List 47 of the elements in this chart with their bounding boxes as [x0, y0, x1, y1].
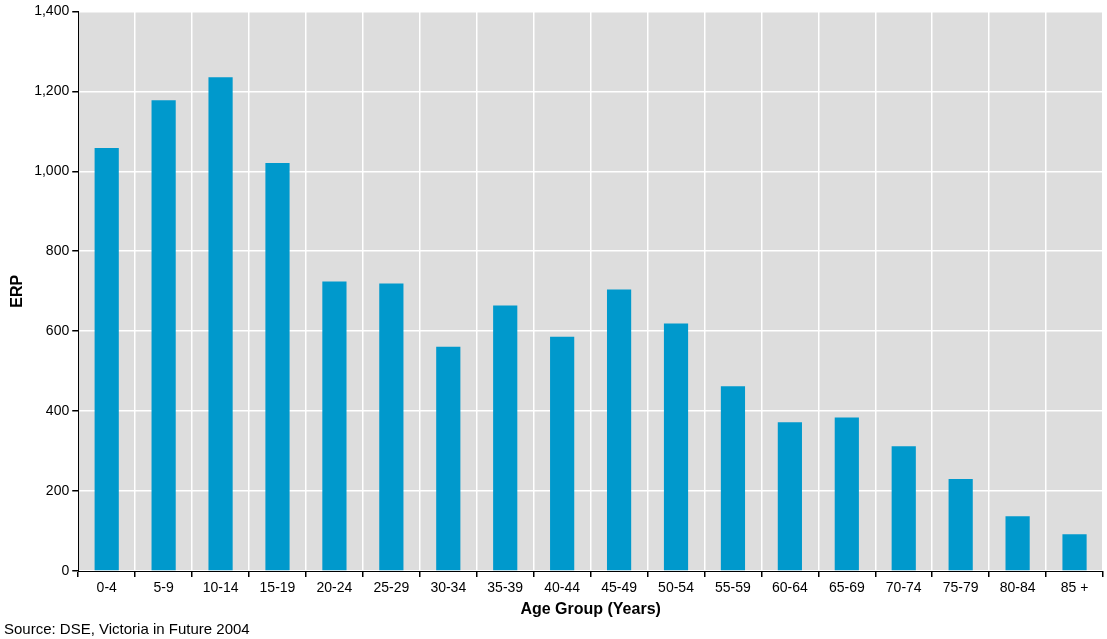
bar	[1005, 516, 1030, 571]
bar	[777, 422, 802, 571]
bar	[720, 386, 746, 571]
x-tick-label: 10-14	[202, 579, 239, 596]
x-tick-label: 80-84	[999, 579, 1036, 596]
bar	[493, 305, 518, 571]
bar	[663, 323, 689, 571]
x-tick-label: 5-9	[153, 579, 174, 596]
bar	[948, 479, 973, 571]
y-tick-label: 200	[45, 481, 70, 498]
y-tick-label: 400	[45, 401, 70, 418]
source-note: Source: DSE, Victoria in Future 2004	[4, 619, 250, 637]
bar	[265, 162, 290, 571]
y-tick-label: 600	[45, 322, 70, 339]
bar	[550, 336, 575, 571]
y-tick-label: 1,400	[34, 2, 70, 19]
x-axis-title: Age Group (Years)	[520, 599, 661, 617]
x-tick-label: 35-39	[487, 579, 524, 596]
bar	[891, 446, 916, 571]
bar	[834, 417, 859, 571]
bar	[379, 283, 404, 571]
y-tick-label: 800	[45, 242, 70, 259]
x-tick-label: 85 +	[1060, 579, 1089, 596]
y-axis-title: ERP	[8, 274, 26, 308]
x-tick-label: 50-54	[658, 579, 695, 596]
y-tick-label: 1,000	[34, 162, 70, 179]
x-tick-label: 15-19	[259, 579, 296, 596]
y-tick-label: 0	[61, 561, 70, 578]
x-tick-label: 60-64	[771, 579, 808, 596]
y-tick-label: 1,200	[34, 82, 70, 99]
bar	[94, 148, 119, 571]
x-tick-label: 40-44	[544, 579, 581, 596]
bar	[606, 289, 632, 571]
bar	[151, 100, 176, 571]
bar	[436, 346, 461, 571]
x-tick-label: 0-4	[96, 579, 118, 596]
x-tick-label: 65-69	[828, 579, 865, 596]
bar	[322, 281, 347, 571]
x-tick-label: 25-29	[373, 579, 410, 596]
x-tick-label: 45-49	[601, 579, 638, 596]
x-tick-label: 20-24	[316, 579, 353, 596]
x-tick-label: 55-59	[715, 579, 752, 596]
x-tick-label: 75-79	[942, 579, 979, 596]
x-tick-label: 70-74	[885, 579, 922, 596]
x-tick-label: 30-34	[430, 579, 467, 596]
bar	[208, 77, 233, 571]
bar	[1062, 534, 1087, 571]
